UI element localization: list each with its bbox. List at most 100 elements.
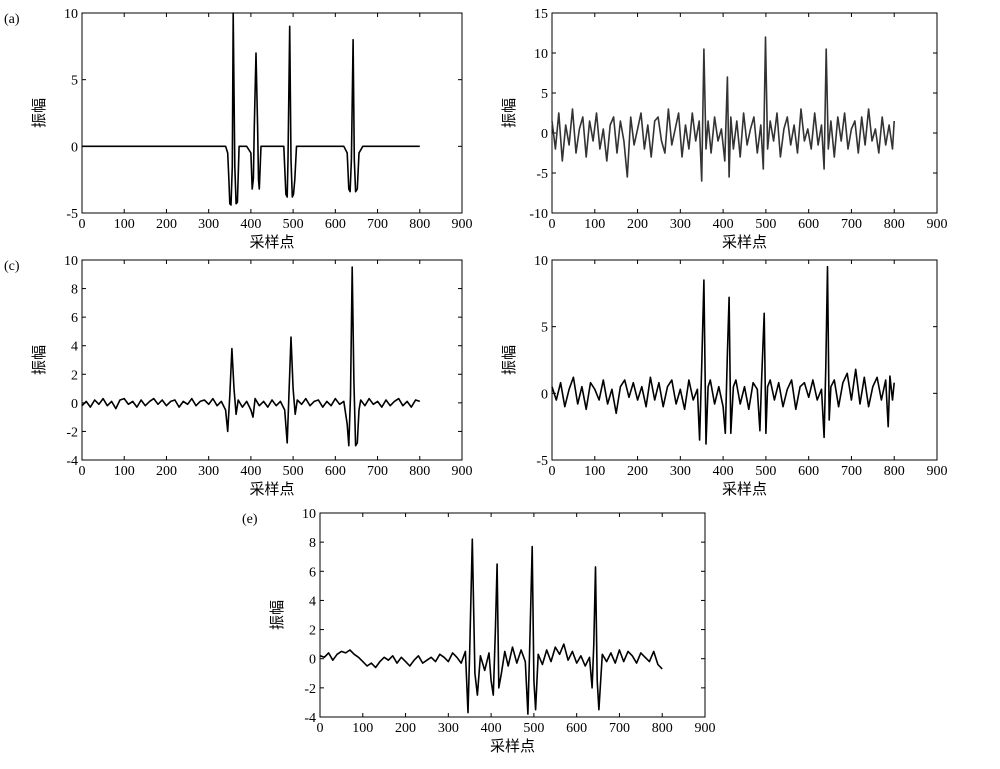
y-tick-label: 4 (309, 594, 316, 609)
x-tick-label: 300 (198, 464, 219, 479)
y-tick-label: 5 (541, 321, 548, 336)
x-tick-label: 500 (755, 217, 776, 232)
y-tick-label: -4 (304, 711, 316, 726)
chart-panel-1: 0 100 200 300 400 500 600 700 800 900 -5 0 5 10 (a) 采样点… (0, 0, 490, 255)
x-tick-label: 100 (352, 721, 373, 736)
x-tick-label: 800 (884, 464, 905, 479)
x-tick-label: 200 (627, 217, 648, 232)
y-tick-label: 10 (64, 254, 78, 269)
x-tick-label: 500 (755, 464, 776, 479)
chart-panel-5: 0 100 200 300 400 500 600 700 800 900 -4 -2 0 2 4 6 8 10 (… (235, 505, 735, 764)
y-tick-label: -2 (304, 682, 316, 697)
x-tick-label: 900 (927, 464, 948, 479)
y-tick-label: -2 (66, 425, 78, 440)
y-axis-label: 振幅 (31, 98, 48, 128)
series-line-1 (81, 266, 421, 447)
series-line-1 (319, 538, 663, 715)
y-tick-label: 0 (541, 127, 548, 142)
y-tick-label: -5 (66, 207, 78, 222)
y-tick-label: -4 (66, 454, 78, 469)
x-tick-label: 900 (452, 464, 473, 479)
plot-area-frame (319, 512, 706, 718)
x-tick-label: 400 (240, 217, 261, 232)
chart-panel-4: 0100200300400500600700800900-50510(d)采样点… (474, 252, 1000, 507)
x-tick-label: 0 (79, 217, 86, 232)
chart-svg: 0 100 200 300 400 500 600 700 800 900 -10 -5 0 5 10 15 (… (474, 7, 948, 251)
chart-panel-3: 0 100 200 300 400 500 600 700 800 900 -4 -2 0 2 4 6 8 10 (… (0, 252, 490, 507)
x-tick-label: 300 (670, 217, 691, 232)
x-tick-label: 200 (156, 464, 177, 479)
x-tick-label: 500 (523, 721, 544, 736)
x-tick-label: 100 (114, 217, 135, 232)
y-tick-label: 2 (309, 624, 316, 639)
x-axis-label: 采样点 (249, 481, 294, 498)
x-tick-label: 300 (438, 721, 459, 736)
y-tick-label: 0 (309, 653, 316, 668)
x-tick-label: 200 (156, 217, 177, 232)
y-tick-label: 4 (71, 340, 78, 355)
x-tick-label: 0 (317, 721, 324, 736)
y-axis-label: 振幅 (31, 345, 48, 375)
y-tick-label: 6 (309, 565, 316, 580)
x-tick-label: 0 (79, 464, 86, 479)
plot-area-frame (551, 12, 938, 214)
x-tick-label: 600 (566, 721, 587, 736)
panel-label: (d) (490, 259, 491, 274)
x-tick-label: 900 (695, 721, 716, 736)
x-tick-label: 900 (452, 217, 473, 232)
y-axis-label: 振幅 (501, 345, 518, 375)
x-tick-label: 500 (283, 464, 304, 479)
x-tick-label: 600 (798, 464, 819, 479)
x-tick-label: 700 (367, 464, 388, 479)
series-line-1 (551, 265, 895, 445)
x-tick-label: 0 (549, 217, 556, 232)
chart-svg: 0 100 200 300 400 500 600 700 800 900 -4 -2 0 2 4 6 8 10 (… (4, 254, 473, 498)
plot-area-frame (81, 12, 463, 214)
plot-area-frame (551, 259, 938, 461)
y-tick-label: 10 (534, 254, 548, 269)
x-tick-label: 700 (609, 721, 630, 736)
x-tick-label: 0 (549, 464, 556, 479)
x-tick-label: 600 (798, 217, 819, 232)
x-tick-label: 300 (670, 464, 691, 479)
x-tick-label: 200 (395, 721, 416, 736)
y-tick-label: 8 (309, 536, 316, 551)
x-tick-label: 600 (325, 464, 346, 479)
y-tick-label: -10 (529, 207, 548, 222)
x-tick-label: 800 (409, 217, 430, 232)
y-tick-label: 10 (534, 47, 548, 62)
y-tick-label: 2 (71, 368, 78, 383)
x-tick-label: 900 (927, 217, 948, 232)
x-axis-label: 采样点 (722, 234, 767, 251)
x-axis-label: 采样点 (249, 234, 294, 251)
x-axis-label: 采样点 (722, 481, 767, 498)
y-tick-label: -5 (536, 454, 548, 469)
x-tick-label: 400 (713, 464, 734, 479)
panel-label: (c) (4, 259, 20, 274)
series-line-1 (551, 36, 895, 182)
x-tick-label: 600 (325, 217, 346, 232)
x-tick-label: 800 (884, 217, 905, 232)
panel-label: (e) (242, 512, 258, 527)
y-axis-label: 振幅 (501, 98, 518, 128)
x-tick-label: 700 (841, 217, 862, 232)
x-tick-label: 800 (409, 464, 430, 479)
y-tick-label: 6 (71, 311, 78, 326)
y-tick-label: 10 (64, 7, 78, 22)
y-tick-label: 5 (71, 74, 78, 89)
y-tick-label: 5 (541, 87, 548, 102)
y-tick-label: 0 (541, 387, 548, 402)
panel-label: (a) (4, 12, 20, 27)
x-tick-label: 500 (283, 217, 304, 232)
x-tick-label: 400 (240, 464, 261, 479)
x-tick-label: 400 (481, 721, 502, 736)
x-tick-label: 100 (114, 464, 135, 479)
y-tick-label: 0 (71, 140, 78, 155)
y-axis-label: 振幅 (269, 600, 286, 630)
y-tick-label: 8 (71, 283, 78, 298)
panel-label: (b) (490, 12, 491, 27)
x-tick-label: 700 (367, 217, 388, 232)
chart-svg: 0 100 200 300 400 500 600 700 800 900 -4 -2 0 2 4 6 8 10 (… (242, 507, 716, 755)
x-tick-label: 400 (713, 217, 734, 232)
series-line-1 (82, 12, 420, 206)
